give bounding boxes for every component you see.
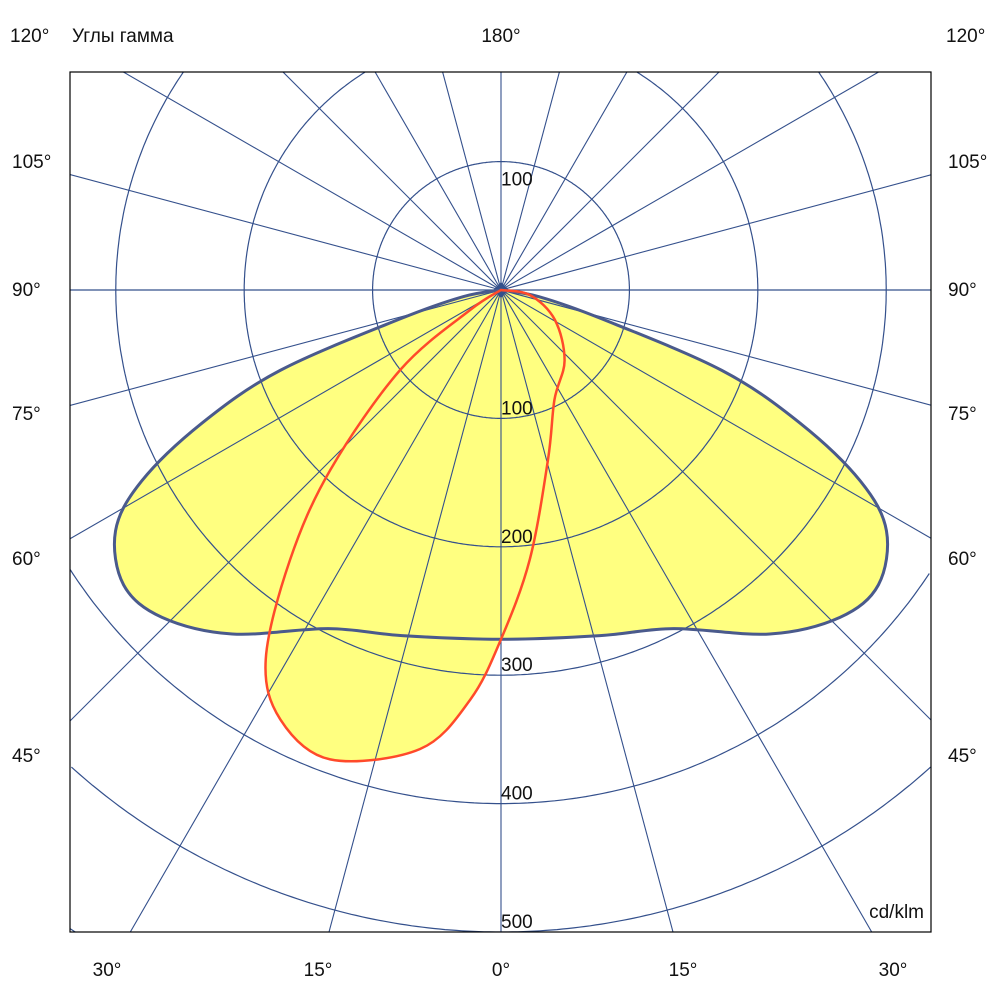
bottom-angle-label: 30°	[879, 960, 908, 981]
grid-ray	[500, 72, 879, 291]
right-angle-label: 90°	[948, 280, 977, 301]
c90-c270-fill	[265, 290, 565, 762]
right-angle-label: 45°	[948, 746, 977, 767]
left-angle-label: 45°	[12, 746, 41, 767]
grid-ray	[70, 289, 502, 722]
grid-ray	[500, 289, 931, 539]
grid-ray	[500, 174, 931, 291]
grid-ray	[500, 289, 873, 932]
left-angle-label: 90°	[12, 280, 41, 301]
grid-ray	[442, 72, 502, 291]
grid-ray	[374, 72, 502, 291]
left-angle-label: 105°	[12, 152, 51, 173]
grid-circle	[70, 569, 930, 805]
top-center-angle-label: 180°	[481, 26, 520, 47]
radial-tick-label: 200	[501, 527, 533, 548]
grid-ray	[500, 289, 931, 721]
right-angle-label: 60°	[948, 549, 977, 570]
grid-ray	[129, 289, 502, 932]
chart-title: Углы гамма	[72, 26, 174, 47]
grid-ray	[282, 72, 502, 291]
c90-c270-curve	[264, 288, 566, 763]
right-angle-label: 75°	[948, 404, 977, 425]
bottom-angle-label: 15°	[304, 960, 333, 981]
bottom-angle-label: 0°	[492, 960, 510, 981]
grid-ray	[500, 72, 628, 291]
grid-circle	[115, 72, 887, 676]
right-angle-label: 105°	[948, 152, 987, 173]
top-left-angle-label: 120°	[10, 26, 49, 47]
plot-frame	[69, 71, 932, 933]
bottom-angle-label: 15°	[669, 960, 698, 981]
radial-tick-label: 400	[501, 784, 533, 805]
grid-ray	[328, 289, 502, 932]
grid-circle	[71, 766, 931, 932]
left-angle-label: 75°	[12, 404, 41, 425]
grid-ray	[500, 72, 560, 291]
top-right-angle-label: 120°	[946, 26, 985, 47]
grid-ray	[70, 173, 502, 291]
bottom-angle-label: 30°	[93, 960, 122, 981]
grid-ray	[70, 289, 502, 540]
grid-ray	[123, 72, 502, 291]
grid-ray	[500, 72, 720, 291]
radial-tick-label: 100	[501, 398, 533, 419]
unit-label: cd/klm	[869, 902, 924, 923]
grid-circle	[243, 72, 759, 548]
grid-ray	[500, 289, 674, 932]
radial-tick-label-upper: 100	[501, 170, 533, 191]
radial-tick-label: 300	[501, 655, 533, 676]
left-angle-label: 60°	[12, 549, 41, 570]
radial-tick-label: 500	[501, 912, 533, 933]
